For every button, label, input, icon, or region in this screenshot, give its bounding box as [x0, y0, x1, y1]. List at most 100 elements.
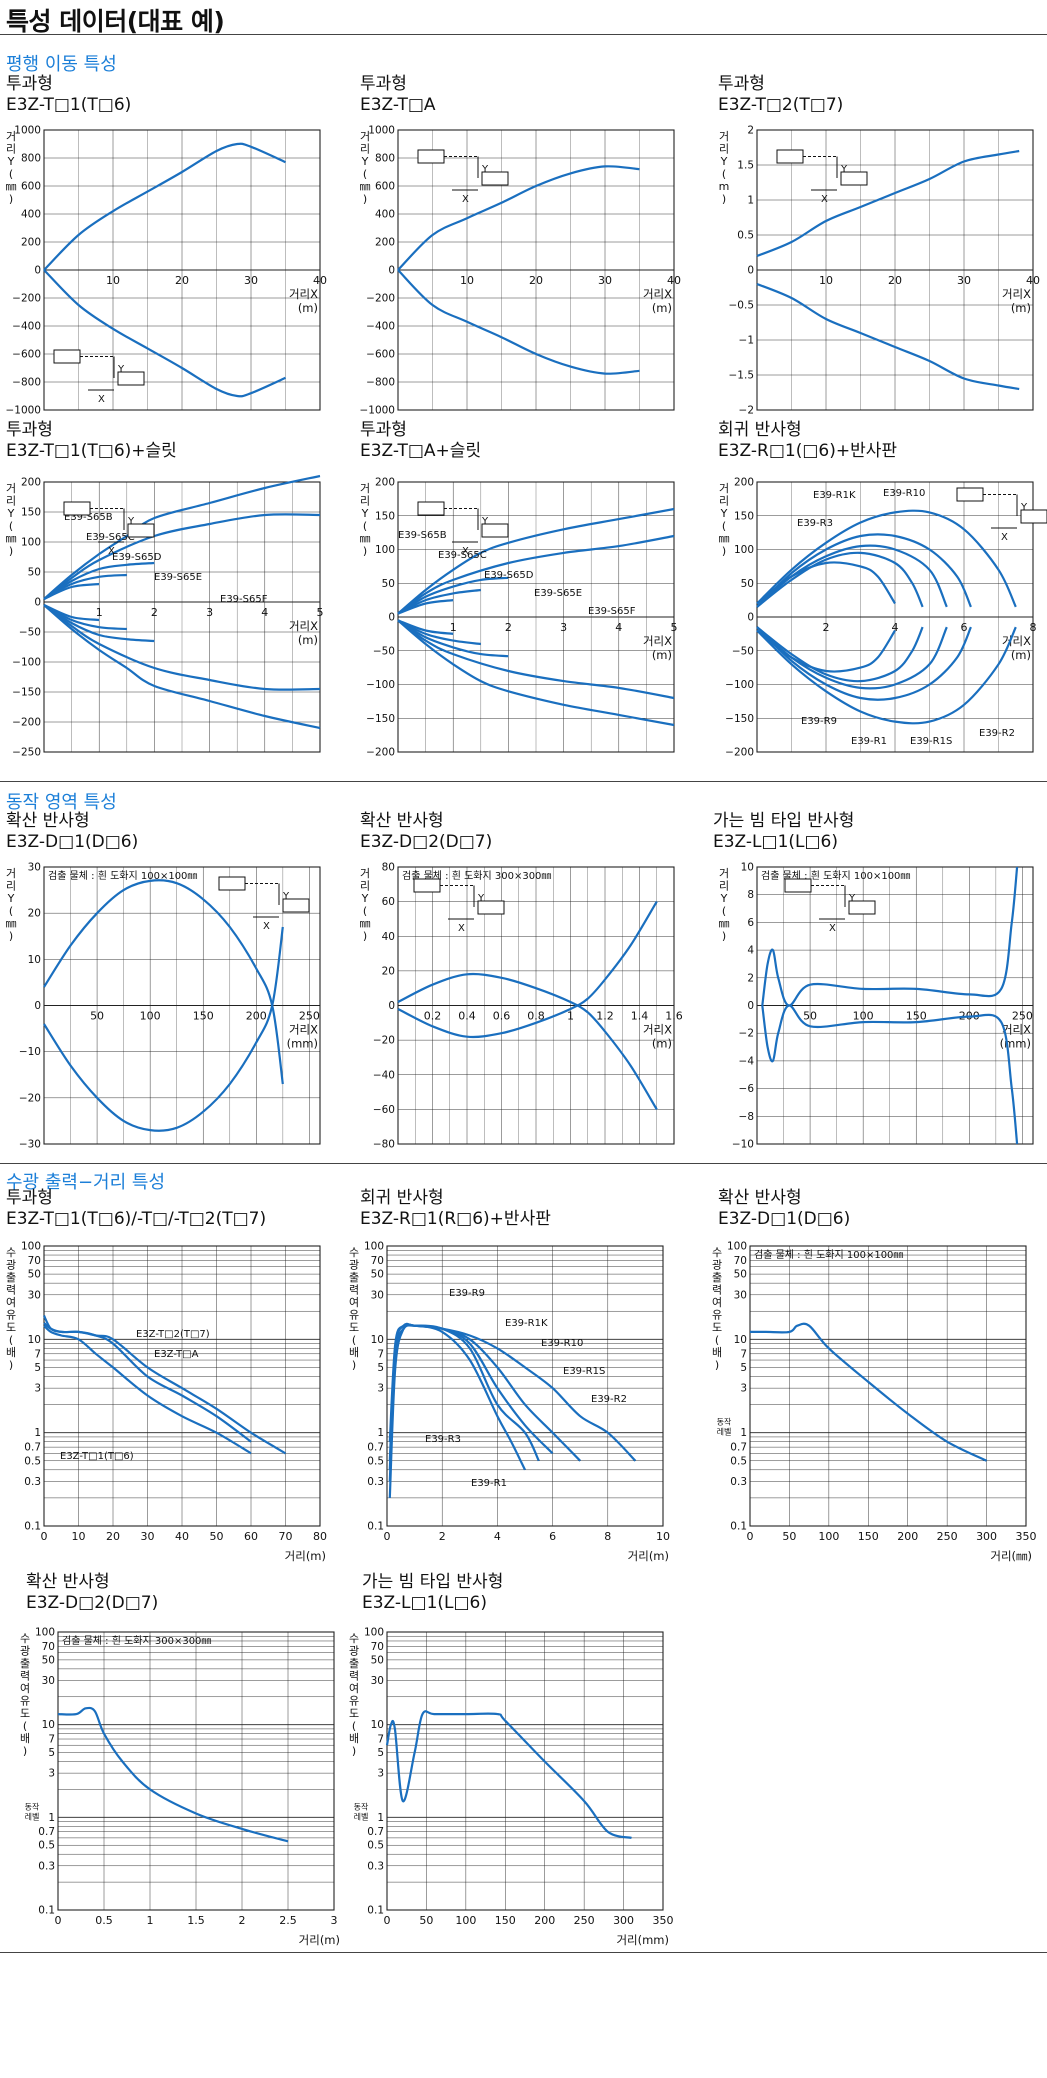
series-group: [756, 509, 1017, 725]
chart-title: 확산 반사형 E3Z-D□1(D□6): [6, 811, 139, 852]
x-tick-label: 0: [384, 1530, 391, 1543]
plot-frame: [756, 129, 1034, 411]
x-tick-label: 2: [439, 1530, 446, 1543]
series-label: E39-R1K: [505, 1318, 548, 1329]
series-label: E39-R1: [471, 1478, 507, 1489]
x-axis-label: 거리X (m): [1002, 287, 1031, 315]
series-group: [397, 165, 640, 375]
grid: [386, 1245, 664, 1527]
y-tick-label: 0: [34, 597, 41, 609]
x-tick-label: 8: [1030, 621, 1037, 634]
page-title: 특성 데이터(대표 예): [6, 7, 225, 36]
svg-text:Y: Y: [1020, 502, 1028, 513]
x-tick-label: 100: [853, 1010, 874, 1023]
series-group: [43, 142, 286, 398]
grid: [57, 1631, 335, 1911]
y-tick-label: 50: [382, 578, 395, 590]
x-tick-labels: 0 2 4 6 8 10: [384, 1530, 671, 1543]
series-line-10: [397, 619, 454, 635]
y-tick-label: 50: [734, 1269, 747, 1281]
y-tick-label: 0.7: [730, 1442, 747, 1454]
y-axis-label: 거 리 Y(㎜): [360, 482, 371, 558]
x-tick-label: 0: [747, 1530, 754, 1543]
x-tick-label: 5: [317, 606, 324, 619]
chart-title: 투과형 E3Z-T□2(T□7): [718, 74, 844, 115]
sensor-diagram-icon: YX: [218, 876, 310, 932]
x-axis-label: 거리X (m): [1002, 634, 1031, 662]
y-axis-label: 수 광 출 력 여 유 도(배): [712, 1246, 722, 1372]
y-tick-label: 0.5: [38, 1840, 55, 1852]
series-line-9: [43, 604, 127, 631]
x-tick-label: 200: [897, 1530, 918, 1543]
grid: [398, 481, 675, 753]
x-tick-label: 10: [106, 274, 120, 287]
x-tick-label: 0: [41, 1530, 48, 1543]
y-tick-label: 600: [375, 181, 395, 193]
y-tick-label: 10: [28, 1334, 41, 1346]
y-tick-labels: 10 8 6 4 2 0 −2 −4 −6 −8 −10: [732, 862, 754, 1151]
y-tick-label: −150: [12, 687, 41, 699]
x-tick-label: 150: [858, 1530, 879, 1543]
x-axis-label: 거리(m): [285, 1549, 326, 1563]
x-tick-label: 0.5: [95, 1914, 113, 1927]
x-tick-label: 0.2: [424, 1010, 442, 1023]
y-tick-label: −100: [725, 679, 754, 691]
series-line-7: [43, 604, 321, 691]
y-tick-labels: 200 150 100 50 0 −50 −100 −150 −200: [366, 477, 395, 759]
chart-parallel-t2: 2 1.5 1 0.5 0 −0.5 −1 −1.5 −2 10 20 30 40 거리X (m) 거 리 Y(m…: [717, 125, 1047, 450]
y-tick-labels: 200 150 100 50 0 −50 −100 −150 −200: [725, 477, 754, 759]
x-tick-label: 300: [976, 1530, 997, 1543]
series-group: [750, 1322, 988, 1462]
x-tick-label: 80: [313, 1530, 327, 1543]
y-tick-labels: 100 70 50 30 10 7 5 3 1 0.70.5 0.3 0.1: [21, 1241, 41, 1533]
y-tick-label: 150: [734, 510, 754, 522]
y-tick-label: 0.5: [730, 1455, 747, 1467]
series-label: E39-R1K: [813, 490, 856, 501]
x-tick-label: 10: [460, 274, 474, 287]
x-tick-label: 2: [505, 621, 512, 634]
y-tick-label: 200: [375, 477, 395, 489]
x-tick-label: 4: [494, 1530, 501, 1543]
y-tick-label: 80: [382, 862, 395, 874]
y-tick-label: 0: [747, 1000, 754, 1012]
x-axis-label: 거리X (m): [643, 1023, 672, 1051]
c11-svg: 100 70 50 30 10 7 5 3 1 0.70.5 0.3 0.10 2 4 6 8 10 거리(m) 수…: [349, 1241, 671, 1564]
y-tick-label: 1: [34, 1427, 41, 1439]
divider: [0, 1952, 1047, 1953]
x-tick-label: 250: [574, 1914, 595, 1927]
chart-parallel-t1: 1000 800 600 400 200 0 −200 −400 −600 −800 −1000 10…: [4, 125, 360, 450]
y-tick-label: 30: [371, 1289, 384, 1301]
series-line-2: [397, 901, 658, 1039]
y-tick-labels: 80 60 40 20 0 −20 −40 −60 −80: [373, 862, 395, 1151]
y-tick-label: 5: [48, 1747, 55, 1759]
y-tick-label: −400: [366, 321, 395, 333]
chart-area-d1: 30 20 10 0 −10 −20 −30 50 100 150 200 250 거리X (mm) 거 리 Y…: [4, 862, 360, 1184]
x-tick-label: 20: [106, 1530, 120, 1543]
svg-text:X: X: [108, 546, 115, 557]
sensor-diagram-icon: YX: [53, 349, 145, 405]
y-tick-label: −200: [366, 747, 395, 759]
plot-frame: [397, 866, 675, 1145]
chart-title: 확산 반사형 E3Z-D□2(D□7): [26, 1572, 159, 1613]
series-line-1: [388, 1323, 526, 1498]
series-line-5: [397, 599, 454, 615]
x-tick-label: 2.5: [279, 1914, 297, 1927]
series-line-2: [43, 269, 286, 398]
x-tick-label: 300: [613, 1914, 634, 1927]
y-tick-label: 150: [21, 507, 41, 519]
x-tick-labels: 50 100 150 200 250: [803, 1010, 1033, 1023]
series-line-1: [43, 142, 286, 271]
y-tick-label: 0.3: [367, 1476, 384, 1488]
grid: [386, 1631, 664, 1911]
x-tick-label: 40: [1026, 274, 1040, 287]
series-line-6: [43, 604, 321, 730]
x-tick-label: 6: [961, 621, 968, 634]
sensor-diagram-icon: YX: [63, 501, 155, 557]
y-tick-label: 50: [741, 578, 754, 590]
y-tick-label: 7: [377, 1734, 384, 1746]
y-tick-label: 0.5: [367, 1455, 384, 1467]
chart-parallel-ta-slit: 200 150 100 50 0 −50 −100 −150 −200 1 2 3 4 5 거리X (m) 거 리…: [358, 477, 714, 792]
y-tick-label: 0.5: [367, 1840, 384, 1852]
